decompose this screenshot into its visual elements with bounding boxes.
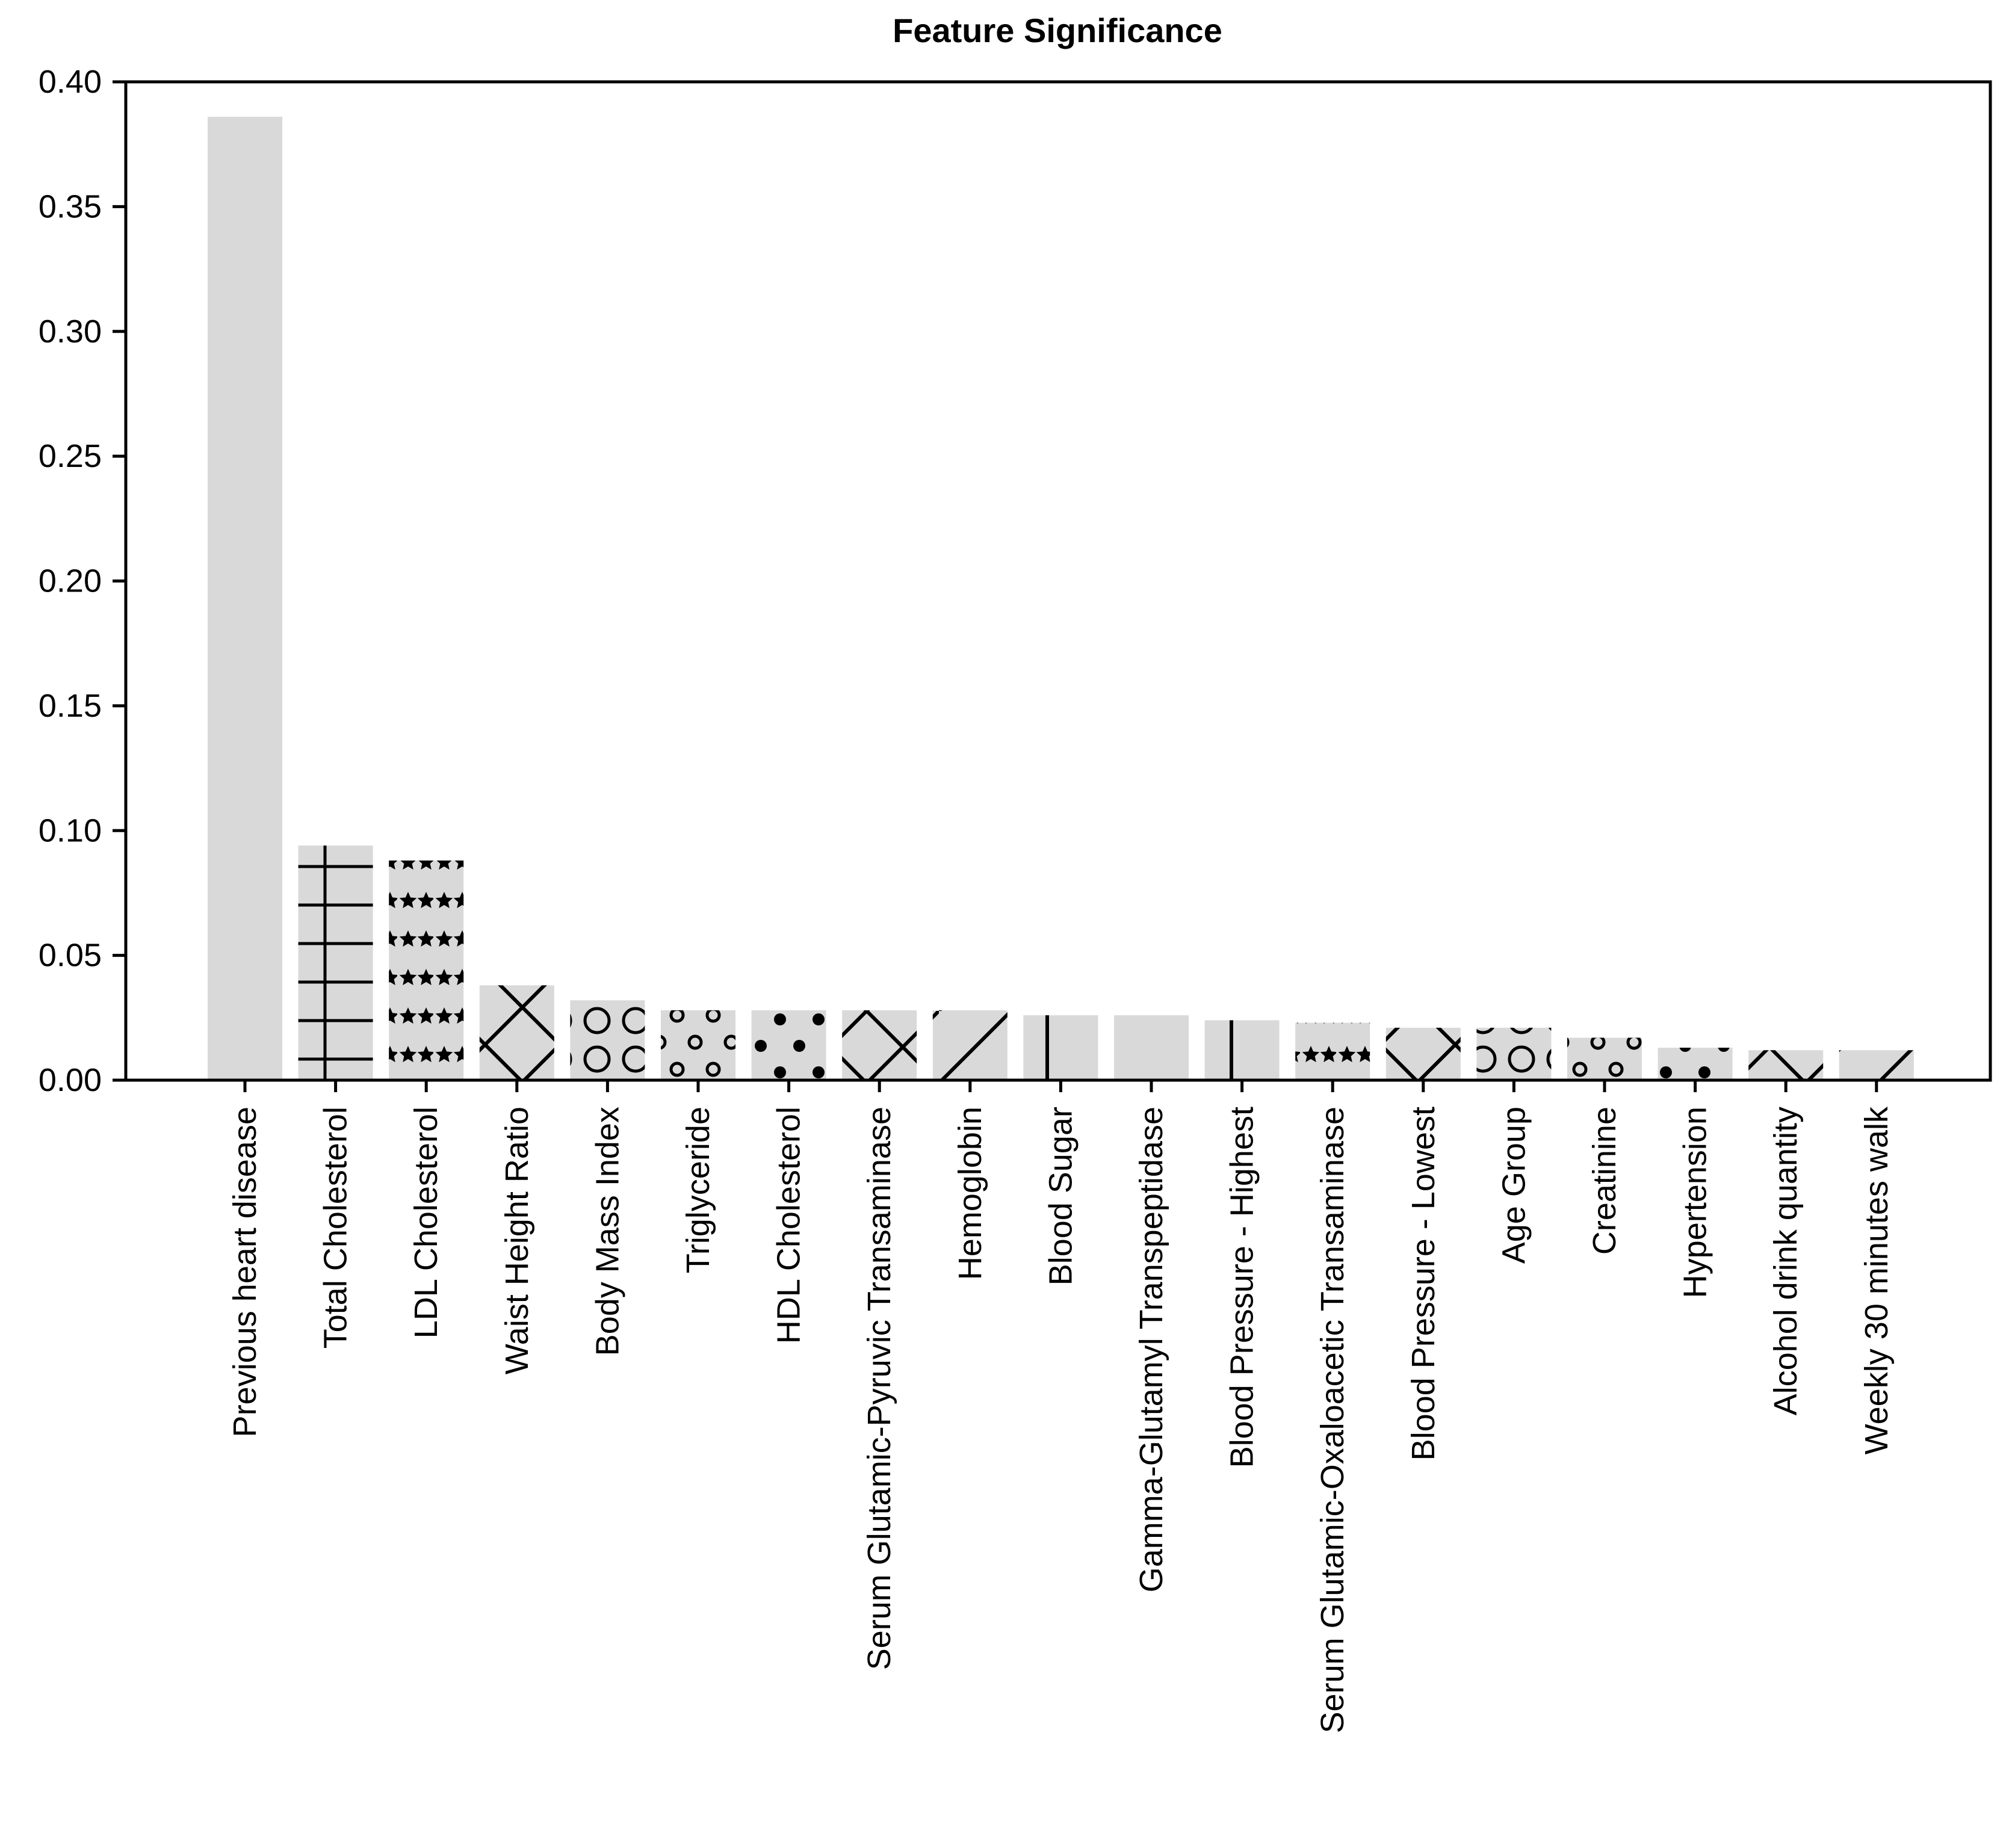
bar-hatch-total-cholesterol	[298, 845, 373, 1080]
x-tick-label-blood-pressure-highest: Blood Pressure - Highest	[1224, 1107, 1260, 1468]
y-axis: 0.00 0.05 0.10 0.15 0.20 0.25 0.30 0.35 0.40	[39, 64, 126, 1098]
x-tick-label-alcohol-drink-quantity: Alcohol drink quantity	[1768, 1107, 1804, 1415]
bar-hatch-blood-pressure-lowest	[1385, 1027, 1461, 1080]
y-tick-label: 0.00	[39, 1062, 102, 1098]
bar-hatch-weekly-30-minutes-walk	[1839, 1050, 1914, 1080]
chart-title: Feature Significance	[893, 11, 1222, 49]
bar-hatch-age-group	[1476, 1027, 1552, 1080]
x-tick-label-hdl-cholesterol: HDL Cholesterol	[771, 1107, 807, 1344]
x-tick-label-hemoglobin: Hemoglobin	[952, 1107, 988, 1280]
bar-hatch-blood-pressure-highest	[1204, 1020, 1280, 1080]
y-tick-label: 0.40	[39, 64, 102, 100]
bar-hatch-hdl-cholesterol	[751, 1010, 826, 1080]
bar-hatch-hypertension	[1658, 1048, 1733, 1080]
bar-hatch-serum-glutamic-oxaloacetic-transaminase	[1295, 1022, 1370, 1080]
bar-gamma-glutamyl-transpeptidase	[1114, 1015, 1189, 1080]
bar-hatch-blood-sugar	[1023, 1015, 1098, 1080]
y-tick-label: 0.10	[39, 812, 102, 848]
y-tick-label: 0.35	[39, 188, 102, 224]
y-tick-label: 0.15	[39, 688, 102, 724]
bar-previous-heart-disease	[208, 117, 282, 1081]
x-tick-label-blood-pressure-lowest: Blood Pressure - Lowest	[1405, 1107, 1441, 1460]
bars-group	[208, 117, 1914, 1081]
x-tick-label-previous-heart-disease: Previous heart disease	[227, 1107, 263, 1437]
x-tick-label-ldl-cholesterol: LDL Cholesterol	[408, 1107, 444, 1338]
x-axis: Previous heart disease Total Cholesterol L…	[227, 1080, 1895, 1733]
y-tick-label: 0.30	[39, 314, 102, 350]
bar-hatch-ldl-cholesterol	[389, 861, 464, 1080]
bar-hatch-creatinine	[1567, 1037, 1642, 1080]
x-tick-label-serum-glutamic-oxaloacetic-transaminase: Serum Glutamic-Oxaloacetic Transaminase	[1314, 1107, 1351, 1733]
bar-hatch-body-mass-index	[570, 1000, 645, 1080]
y-tick-label: 0.20	[39, 563, 102, 599]
x-tick-label-creatinine: Creatinine	[1586, 1107, 1623, 1255]
y-tick-label: 0.05	[39, 938, 102, 974]
x-tick-label-blood-sugar: Blood Sugar	[1042, 1107, 1079, 1285]
x-tick-label-gamma-glutamyl-transpeptidase: Gamma-Glutamyl Transpeptidase	[1133, 1107, 1169, 1592]
bar-hatch-alcohol-drink-quantity	[1748, 1050, 1824, 1080]
bar-hatch-hemoglobin	[932, 1010, 1008, 1080]
y-tick-label: 0.25	[39, 438, 102, 474]
x-tick-label-hypertension: Hypertension	[1677, 1107, 1713, 1298]
bar-hatch-waist-height-ratio	[479, 985, 554, 1080]
bar-hatch-serum-glutamic-pyruvic-transaminase	[842, 1010, 917, 1080]
x-tick-label-age-group: Age Group	[1496, 1107, 1532, 1264]
plot-frame	[124, 80, 1992, 1082]
bar-hatch-triglyceride	[661, 1010, 735, 1080]
x-tick-label-triglyceride: Triglyceride	[680, 1107, 716, 1273]
x-tick-label-serum-glutamic-pyruvic-transaminase: Serum Glutamic-Pyruvic Transaminase	[861, 1107, 897, 1670]
x-tick-label-body-mass-index: Body Mass Index	[589, 1107, 625, 1356]
x-tick-label-waist-height-ratio: Waist Height Ratio	[499, 1107, 535, 1374]
x-tick-label-total-cholesterol: Total Cholesterol	[318, 1107, 354, 1349]
x-tick-label-weekly-30-minutes-walk: Weekly 30 minutes walk	[1859, 1106, 1895, 1454]
